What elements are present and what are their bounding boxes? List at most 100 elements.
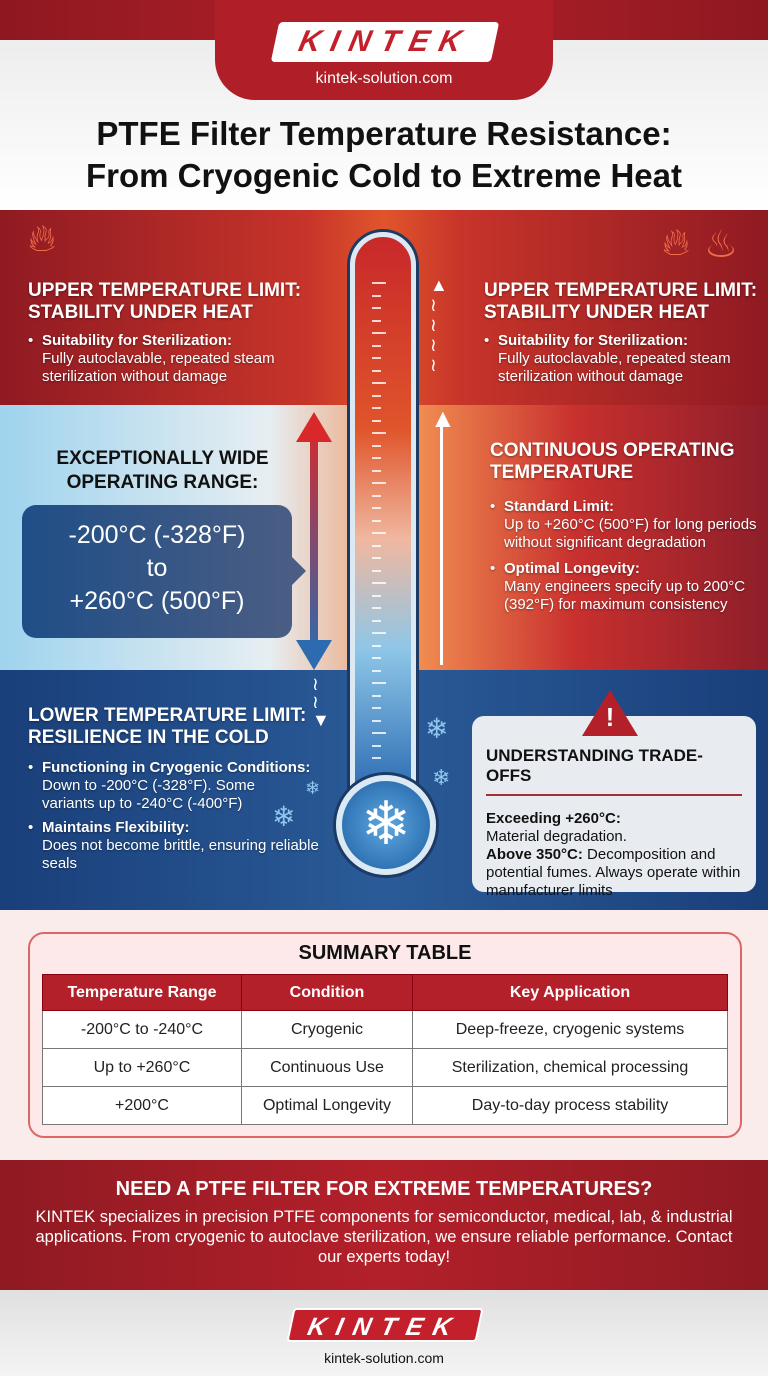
thermometer-tick (372, 669, 381, 672)
bullet-text: Fully autoclavable, repeated steam steri… (42, 350, 275, 385)
heading: OPERATING RANGE: (66, 472, 259, 493)
heading: STABILITY UNDER HEAT (28, 302, 253, 323)
thermometer-tick (372, 469, 381, 472)
continuous-operating: CONTINUOUS OPERATING TEMPERATURE Standar… (490, 440, 760, 614)
table-cell: -200°C to -240°C (42, 1010, 242, 1049)
bullet: Standard Limit:Up to +260°C (500°F) for … (490, 498, 760, 552)
thermometer-tick (372, 357, 381, 359)
table-cell: Up to +260°C (42, 1048, 242, 1087)
thermometer-tick (372, 632, 386, 634)
thermometer-tick (372, 744, 381, 747)
table-cell: Sterilization, chemical processing (412, 1048, 728, 1087)
bullet-title: Standard Limit: (504, 498, 615, 515)
snowflake-icon: ❄ (305, 778, 321, 798)
thermometer-tick (372, 682, 386, 684)
table-header-row: Temperature Range Condition Key Applicatio… (42, 974, 728, 1011)
table-row: +200°C Optimal Longevity Day-to-day proces… (42, 1086, 728, 1125)
thermometer-tick (372, 519, 381, 522)
thermometer-tick (372, 657, 381, 659)
table-cell: +200°C (42, 1086, 242, 1125)
warning-exclamation: ! (605, 702, 615, 732)
table-cell: Day-to-day process stability (412, 1086, 728, 1125)
flame-icon: 🔥︎ (28, 218, 56, 260)
bullet-title: Maintains Flexibility: (42, 819, 190, 836)
column-header: Temperature Range (42, 974, 242, 1011)
bullet: Suitability for Sterilization:Fully auto… (484, 332, 759, 386)
heading: TEMPERATURE (490, 462, 634, 483)
thermometer-tick (372, 532, 386, 534)
cooking-pot-icon: ♨ (704, 224, 739, 266)
tradeoff-text: Material degradation. (486, 828, 627, 845)
cta-section (0, 1160, 768, 1290)
bullet-title: Suitability for Sterilization: (42, 332, 233, 349)
arrow-up-icon: ▲ (430, 403, 456, 433)
table-cell: Deep-freeze, cryogenic systems (412, 1010, 728, 1049)
wavy-arrow-up-icon: ▲ ≀ ≀ ≀ ≀ (430, 275, 448, 375)
column-header: Key Application (412, 974, 728, 1011)
summary-table: Temperature Range Condition Key Applicatio… (42, 974, 728, 1125)
table-cell: Optimal Longevity (240, 1086, 414, 1125)
bullet-title: Suitability for Sterilization: (498, 332, 689, 349)
range-high: +260°C (500°F) (69, 587, 245, 615)
bullet-title: Functioning in Cryogenic Conditions: (42, 759, 311, 776)
warning-icon (582, 690, 638, 736)
snowflake-icon: ❄ (425, 713, 449, 744)
lower-limit: LOWER TEMPERATURE LIMIT: RESILIENCE IN T… (28, 705, 338, 873)
flame-icon: 🔥︎ (662, 222, 690, 264)
range-arrow-shaft (310, 420, 318, 660)
snowflake-icon: ❄ (432, 765, 451, 790)
range-low: -200°C (-328°F) (68, 521, 246, 549)
thermometer-tick (372, 757, 381, 759)
bullet-text: Many engineers specify up to 200°C (392°… (504, 578, 746, 613)
column-header: Condition (240, 974, 414, 1011)
kintek-logo: KINTEK (270, 22, 500, 62)
thermometer-tick (372, 394, 381, 397)
heading: CONTINUOUS OPERATING (490, 440, 735, 461)
bullet-text: Down to -200°C (-328°F). Some variants u… (42, 777, 255, 812)
table-cell: Continuous Use (240, 1048, 414, 1087)
page-title: PTFE Filter Temperature Resistance: From … (0, 113, 768, 197)
heading: EXCEPTIONALLY WIDE (56, 448, 269, 469)
thermometer-tick (372, 644, 381, 647)
thermometer-tick (372, 482, 386, 484)
thermometer-tick (372, 569, 381, 572)
thermometer-tick (372, 369, 381, 372)
thermometer-tick (372, 407, 381, 409)
heading: UPPER TEMPERATURE LIMIT: (484, 280, 758, 301)
heading: UPPER TEMPERATURE LIMIT: (28, 280, 302, 301)
bullet-title: Optimal Longevity: (504, 560, 640, 577)
thermometer-tick (372, 544, 381, 547)
title-line-1: PTFE Filter Temperature Resistance: (96, 115, 672, 152)
thermometer-tick (372, 294, 381, 297)
range-to: to (146, 554, 168, 582)
thermometer-tick (372, 382, 386, 384)
thermometer-tick (372, 694, 381, 697)
snowflake-icon: ❄ (336, 775, 436, 875)
heading: LOWER TEMPERATURE LIMIT: (28, 705, 307, 726)
thermometer-tick (372, 282, 386, 284)
bullet: Functioning in Cryogenic Conditions:Down… (28, 759, 311, 813)
thermometer-tick (372, 344, 381, 347)
thermometer-tick (372, 319, 381, 322)
table-cell: Cryogenic (240, 1010, 414, 1049)
thermometer-tick (372, 707, 381, 709)
summary-title: SUMMARY TABLE (298, 942, 472, 964)
bullet-text: Does not become brittle, ensuring reliab… (42, 837, 319, 872)
bullet: Optimal Longevity:Many engineers specify… (490, 560, 760, 614)
thermometer-tick (372, 719, 381, 722)
bullet-text: Up to +260°C (500°F) for long periods wi… (504, 516, 757, 551)
tradeoffs-title: UNDERSTANDING TRADE-OFFS (486, 746, 742, 796)
thermometer-tick (372, 594, 381, 597)
site-url[interactable]: kintek-solution.com (324, 1350, 444, 1366)
thermometer-tick (372, 432, 386, 434)
tradeoff-title: Exceeding +260°C: (486, 810, 621, 827)
upper-limit-right: UPPER TEMPERATURE LIMIT: STABILITY UNDER… (484, 280, 759, 386)
site-url[interactable]: kintek-solution.com (315, 70, 453, 87)
bullet: Maintains Flexibility:Does not become br… (28, 819, 338, 873)
thermometer-tick (372, 607, 381, 609)
tradeoffs-box: UNDERSTANDING TRADE-OFFS Exceeding +260°… (472, 716, 756, 899)
tradeoff-text: Decomposition and potential fumes. Alway… (486, 846, 741, 899)
thermometer-icon (350, 232, 416, 792)
wavy-arrow-down-icon: ≀ ≀ ▼ (312, 674, 330, 730)
thermometer-tick (372, 619, 381, 622)
